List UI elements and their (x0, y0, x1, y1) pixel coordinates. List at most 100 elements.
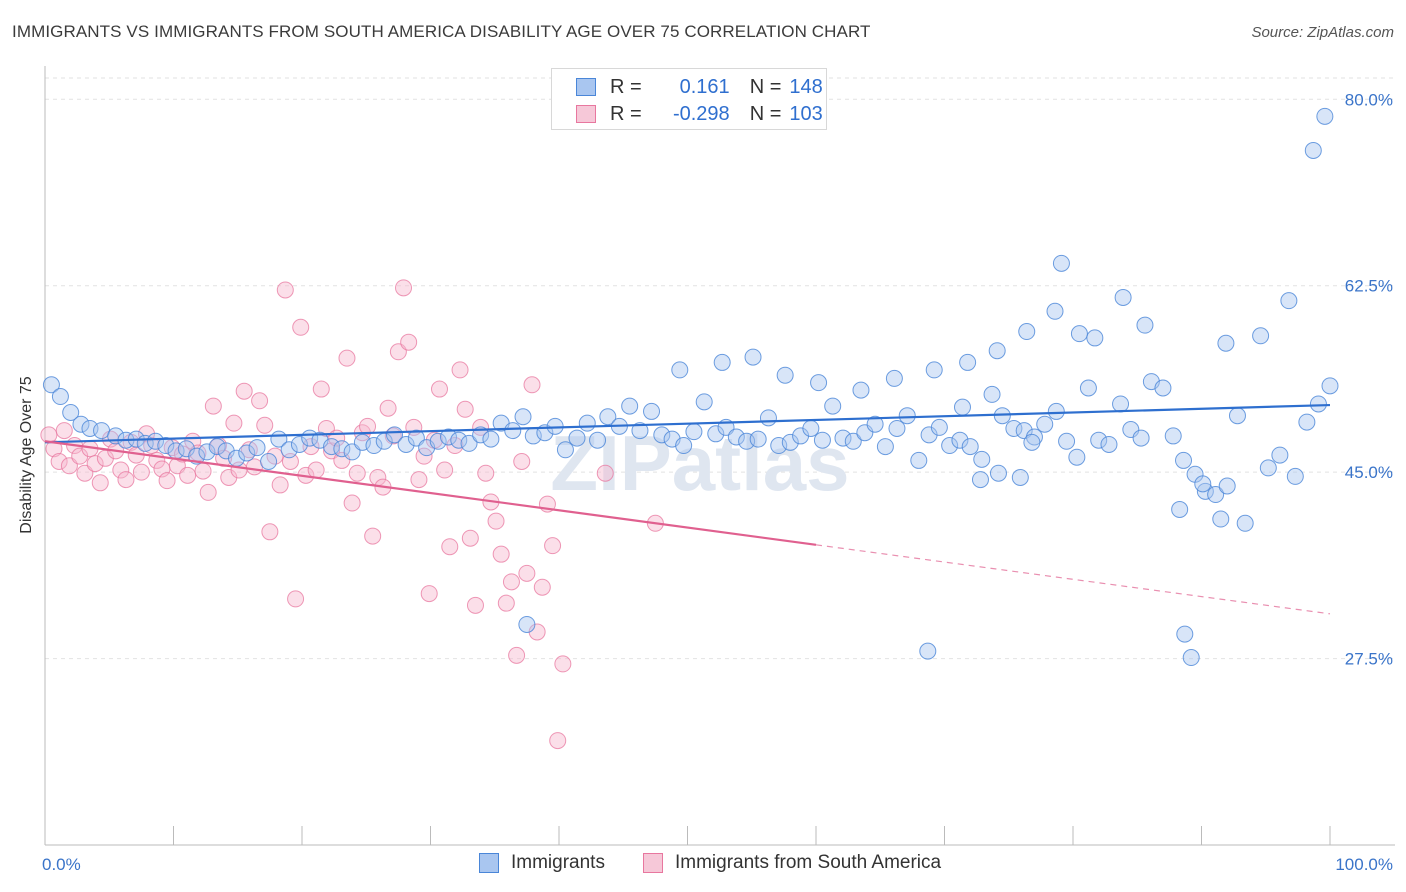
data-point-immigrants (198, 443, 216, 461)
data-point-immigrants (1171, 500, 1189, 518)
data-point-immigrants (1182, 649, 1200, 667)
series-swatch-pink (643, 853, 663, 873)
data-point-immigrants (844, 432, 862, 450)
data-point-immigrants (930, 418, 948, 436)
data-point-immigrants (876, 438, 894, 456)
data-point-immigrants (1136, 316, 1154, 334)
data-point-immigrants (42, 376, 60, 394)
data-point-immigrants (1217, 334, 1235, 352)
legend-row-immigrants: R = 0.161 N = 148 (576, 75, 823, 99)
data-point-south-america (225, 414, 243, 432)
series-legend-label: Immigrants from South America (675, 852, 942, 873)
data-point-immigrants (1058, 432, 1076, 450)
data-point-immigrants (653, 426, 671, 444)
data-point-immigrants (290, 435, 308, 453)
data-point-south-america (261, 523, 279, 541)
data-point-south-america (132, 463, 150, 481)
series-legend: Immigrants Immigrants from South America (0, 852, 1406, 876)
data-point-south-america (117, 471, 135, 489)
series-immigrants-points (42, 107, 1339, 667)
data-point-immigrants (813, 431, 831, 449)
data-point-immigrants (482, 430, 500, 448)
data-point-south-america (292, 318, 310, 336)
data-point-south-america (199, 483, 217, 501)
data-point-south-america (533, 578, 551, 596)
data-point-immigrants (1046, 302, 1064, 320)
data-point-immigrants (1176, 625, 1194, 643)
y-tick-label: 62.5% (1345, 277, 1393, 296)
data-point-south-america (50, 453, 68, 470)
data-point-immigrants (248, 439, 266, 457)
data-point-south-america (466, 596, 484, 614)
data-point-immigrants (556, 441, 574, 459)
data-point-immigrants (93, 422, 111, 440)
data-point-immigrants (1280, 292, 1298, 310)
data-point-immigrants (824, 397, 842, 415)
data-point-south-america (235, 382, 253, 400)
data-point-south-america (348, 464, 366, 482)
y-tick-label: 27.5% (1345, 650, 1393, 669)
series-legend-south-america: Immigrants from South America (643, 852, 941, 874)
data-point-south-america (502, 573, 520, 591)
data-point-immigrants (365, 437, 383, 455)
data-point-immigrants (147, 432, 165, 450)
data-point-immigrants (631, 422, 649, 440)
data-point-south-america (487, 512, 505, 530)
data-point-immigrants (1212, 510, 1230, 528)
data-point-immigrants (744, 348, 762, 366)
data-point-south-america (508, 646, 526, 664)
data-point-south-america (400, 333, 418, 351)
data-point-immigrants (157, 437, 175, 455)
data-point-immigrants (989, 464, 1007, 482)
data-point-immigrants (1090, 431, 1108, 449)
data-point-immigrants (1309, 395, 1327, 413)
data-point-immigrants (1015, 422, 1033, 440)
data-point-immigrants (1236, 514, 1254, 532)
data-point-south-america (287, 590, 305, 608)
data-point-south-america (45, 440, 63, 458)
data-point-south-america (256, 416, 274, 434)
data-point-immigrants (1052, 254, 1070, 272)
legend-row-south-america: R = -0.298 N = 103 (576, 102, 823, 126)
y-tick-label: 45.0% (1345, 463, 1393, 482)
legend-r-value: -0.298 (672, 102, 730, 125)
data-point-immigrants (450, 431, 468, 449)
data-point-immigrants (953, 398, 971, 416)
data-point-immigrants (397, 435, 415, 453)
data-point-immigrants (759, 409, 777, 427)
data-point-south-america (451, 361, 469, 379)
data-point-immigrants (675, 437, 693, 455)
data-point-south-america (492, 545, 510, 563)
data-point-immigrants (925, 361, 943, 379)
data-point-immigrants (713, 353, 731, 371)
data-point-immigrants (1207, 486, 1225, 504)
data-point-immigrants (1112, 395, 1130, 413)
data-point-south-america (477, 464, 495, 482)
data-point-immigrants (504, 422, 522, 440)
data-point-south-america (436, 461, 454, 479)
data-point-south-america (549, 732, 567, 750)
x-tick-label-max: 100.0% (1335, 855, 1393, 874)
trend-line-south-america (44, 440, 817, 546)
data-point-south-america (307, 461, 325, 479)
data-point-immigrants (852, 381, 870, 399)
data-point-immigrants (983, 385, 1001, 403)
data-point-immigrants (988, 342, 1006, 360)
data-point-south-america (461, 529, 479, 547)
data-point-immigrants (973, 450, 991, 468)
data-point-immigrants (1154, 379, 1172, 397)
data-point-south-america (456, 400, 474, 418)
data-point-immigrants (959, 353, 977, 371)
trend-line-south-america-extrapolated (815, 544, 1331, 615)
data-point-south-america (513, 453, 531, 470)
data-point-immigrants (971, 471, 989, 489)
data-point-immigrants (1175, 451, 1193, 469)
data-point-south-america (596, 464, 614, 482)
data-point-immigrants (1079, 379, 1097, 397)
data-point-south-america (472, 418, 490, 436)
data-point-immigrants (1036, 415, 1054, 433)
data-point-immigrants (1218, 477, 1236, 495)
data-point-immigrants (260, 453, 278, 470)
data-point-immigrants (1321, 377, 1339, 395)
data-point-south-america (251, 392, 269, 410)
